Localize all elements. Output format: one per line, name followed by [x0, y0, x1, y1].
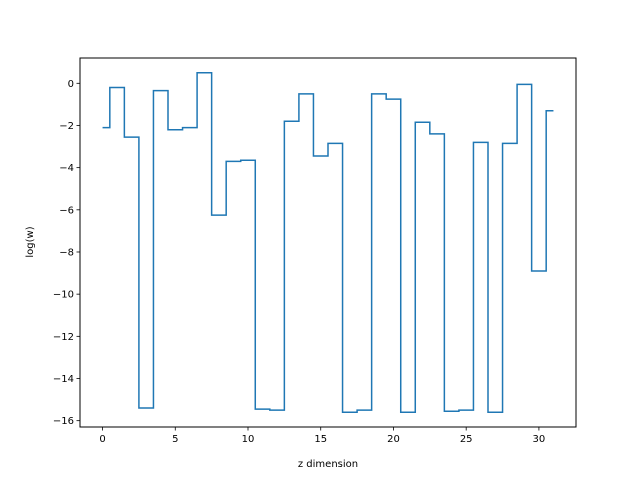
y-tick-label: −6	[59, 205, 74, 216]
x-tick-label: 10	[242, 434, 255, 445]
x-tick-label: 5	[172, 434, 178, 445]
y-tick-label: −10	[53, 290, 74, 301]
y-axis: 0 −2 −4 −6 −8 −10 −12 −14 −16	[53, 79, 80, 427]
y-tick-label: −4	[59, 163, 74, 174]
x-tick-label: 30	[533, 434, 546, 445]
y-tick-label: −12	[53, 332, 74, 343]
x-tick-label: 25	[460, 434, 473, 445]
series-layer	[102, 72, 554, 413]
y-tick-label: −16	[53, 416, 74, 427]
y-tick-label: −2	[59, 121, 74, 132]
y-tick-label: −14	[53, 374, 74, 385]
series-line	[102, 72, 554, 413]
y-tick-label: 0	[68, 79, 74, 90]
plot-frame	[79, 57, 577, 428]
x-axis: 0 5 10 15 20 25 30	[99, 427, 545, 445]
x-axis-label: z dimension	[298, 459, 358, 470]
y-tick-label: −8	[59, 247, 74, 258]
y-axis-label: log(w)	[25, 226, 36, 257]
x-tick-label: 0	[99, 434, 105, 445]
x-tick-label: 15	[314, 434, 327, 445]
x-tick-label: 20	[387, 434, 400, 445]
